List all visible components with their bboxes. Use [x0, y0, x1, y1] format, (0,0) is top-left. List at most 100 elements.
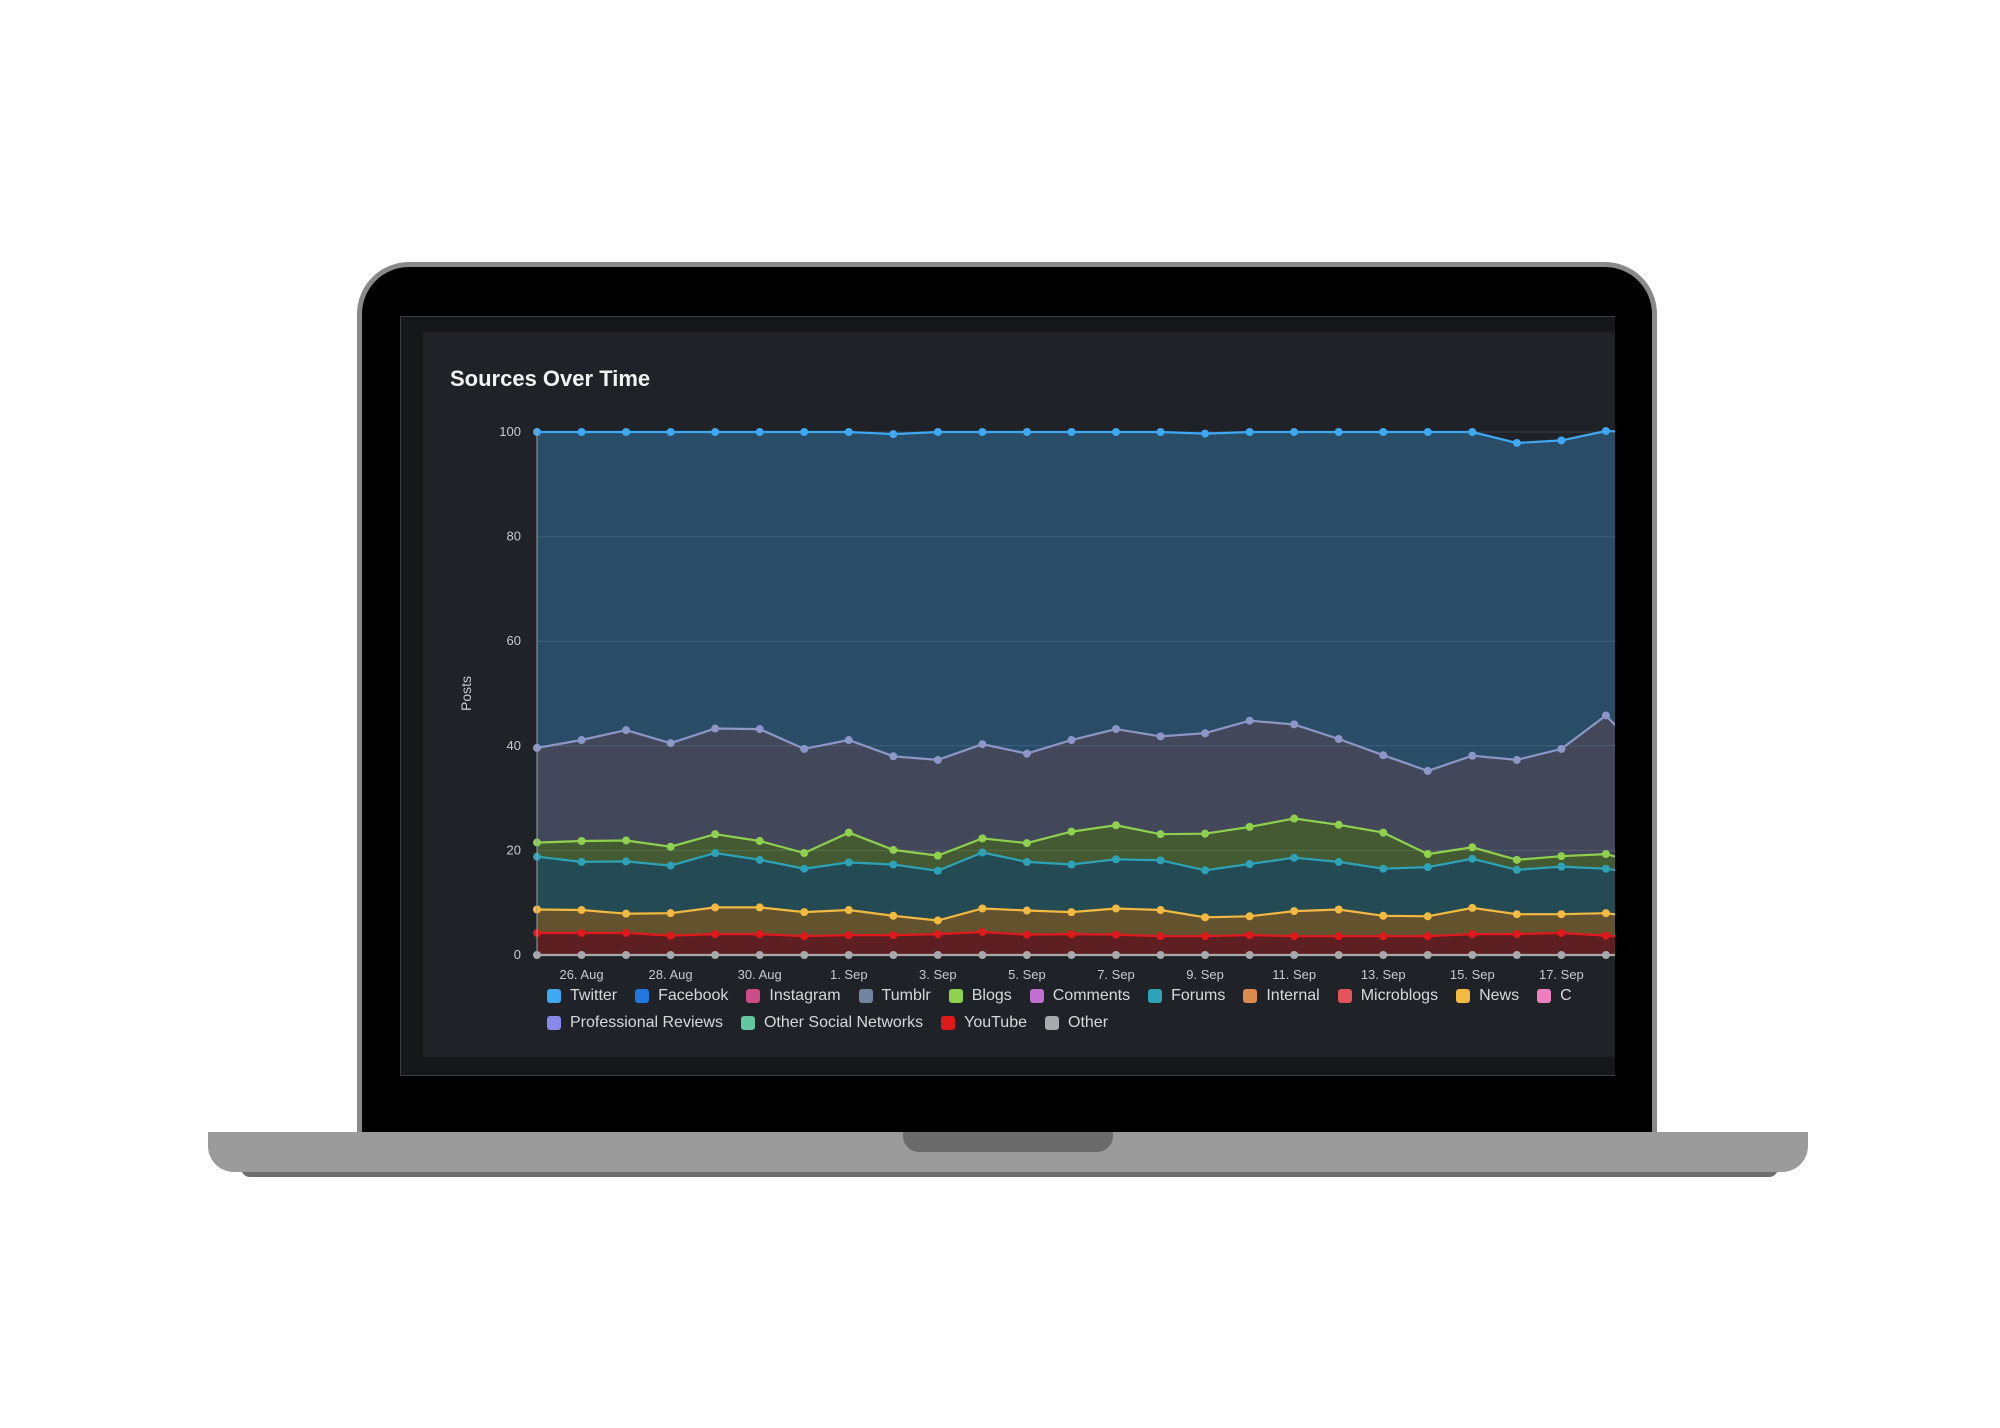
point-youtube	[1468, 930, 1477, 939]
point-forums	[1022, 857, 1031, 866]
point-other	[978, 951, 987, 959]
point-forums	[1423, 863, 1432, 872]
point-other	[933, 951, 942, 959]
legend-item-internal[interactable]: Internal	[1243, 987, 1320, 1005]
point-blogs	[1468, 843, 1477, 852]
point-youtube	[622, 929, 631, 938]
point-news	[1067, 908, 1076, 917]
y-tick-label: 100	[499, 424, 521, 439]
point-other	[1022, 951, 1031, 959]
point-tumblr	[577, 736, 586, 745]
point-forums	[1557, 862, 1566, 871]
point-forums	[978, 848, 987, 857]
point-tumblr	[1067, 736, 1076, 745]
point-forums	[1112, 855, 1120, 864]
legend-item-forums[interactable]: Forums	[1148, 987, 1225, 1005]
legend-item-tumblr[interactable]: Tumblr	[858, 986, 931, 1005]
legend-item-news[interactable]: News	[1456, 987, 1519, 1005]
legend-item-other[interactable]: Other	[1045, 1014, 1108, 1032]
point-youtube	[1334, 932, 1343, 941]
legend-item-facebook[interactable]: Facebook	[635, 987, 728, 1005]
point-twitter	[1156, 428, 1165, 436]
legend-label: Other Social Networks	[763, 1013, 924, 1031]
point-tumblr	[1512, 755, 1521, 764]
point-twitter	[1468, 428, 1477, 436]
x-tick-label: 13. Sep	[1361, 967, 1406, 982]
x-tick-label: 28. Aug	[649, 967, 693, 982]
x-tick-label: 3. Sep	[919, 967, 957, 982]
point-youtube	[978, 927, 987, 936]
point-youtube	[666, 931, 675, 940]
point-news	[1601, 909, 1610, 918]
point-forums	[933, 866, 942, 875]
point-blogs	[1022, 839, 1031, 848]
legend-label: News	[1479, 986, 1520, 1004]
y-tick-label: 80	[507, 529, 521, 544]
point-forums	[844, 858, 853, 867]
point-youtube	[1245, 931, 1254, 940]
point-news	[755, 903, 764, 912]
legend-item-other-social-networks[interactable]: Other Social Networks	[740, 1013, 924, 1032]
point-news	[1468, 903, 1477, 912]
point-tumblr	[978, 740, 987, 749]
point-forums	[1201, 866, 1210, 875]
point-other	[1557, 951, 1566, 959]
point-youtube	[1290, 932, 1299, 941]
legend-label: Tumblr	[881, 986, 931, 1004]
point-tumblr	[666, 739, 675, 748]
legend-label: Twitter	[570, 986, 618, 1004]
chart-legend: Twitter Facebook Instagram Tumblr Blogs Comme…	[547, 982, 1615, 1036]
x-tick-label: 1. Sep	[830, 967, 868, 982]
point-tumblr	[711, 724, 720, 733]
legend-swatch	[858, 988, 873, 1003]
point-other	[1334, 951, 1343, 959]
point-news	[1379, 911, 1388, 920]
legend-swatch	[1045, 1015, 1059, 1030]
point-blogs	[1379, 828, 1388, 837]
point-blogs	[1512, 855, 1521, 864]
legend-item-blogs[interactable]: Blogs	[948, 987, 1012, 1005]
point-youtube	[711, 930, 720, 939]
legend-label: Instagram	[769, 986, 841, 1004]
legend-item-instagram[interactable]: Instagram	[746, 986, 841, 1005]
point-youtube	[1156, 932, 1165, 941]
point-youtube	[1423, 932, 1432, 941]
point-news	[1512, 910, 1521, 919]
legend-item-microblogs[interactable]: Microblogs	[1337, 987, 1438, 1005]
point-other	[1201, 951, 1210, 959]
point-other	[889, 951, 898, 959]
point-tumblr	[844, 736, 853, 745]
point-news	[1201, 913, 1210, 922]
point-blogs	[1245, 822, 1254, 831]
y-tick-label: 40	[507, 738, 521, 753]
legend-label: Professional Reviews	[570, 1013, 723, 1031]
point-tumblr	[1468, 751, 1477, 760]
point-twitter	[1201, 429, 1210, 438]
legend-item-twitter[interactable]: Twitter	[547, 987, 617, 1005]
point-news	[1290, 907, 1299, 916]
legend-item-c[interactable]: C	[1537, 987, 1572, 1005]
point-news	[577, 906, 586, 915]
point-tumblr	[1379, 751, 1388, 760]
legend-swatch	[547, 988, 561, 1003]
point-twitter	[800, 428, 809, 436]
legend-item-comments[interactable]: Comments	[1029, 987, 1130, 1005]
point-other	[1601, 951, 1610, 959]
legend-item-youtube[interactable]: YouTube	[941, 1014, 1027, 1032]
legend-item-professional-reviews[interactable]: Professional Reviews	[547, 1014, 723, 1032]
point-forums	[889, 860, 898, 869]
point-tumblr	[1245, 716, 1254, 725]
point-blogs	[800, 849, 809, 858]
area-twitter	[537, 431, 1615, 771]
point-blogs	[755, 836, 764, 845]
point-forums	[1601, 864, 1610, 873]
point-news	[844, 906, 853, 915]
legend-label: Facebook	[658, 986, 729, 1004]
laptop-screen: Sources Over Time 0 20 40 60 80 100 Posts 26. A…	[400, 316, 1615, 1076]
x-tick-label: 26. Aug	[559, 967, 603, 982]
point-youtube	[933, 930, 942, 939]
point-twitter	[1290, 428, 1299, 436]
x-tick-label: 9. Sep	[1186, 967, 1224, 982]
point-forums	[1379, 864, 1388, 873]
legend-label: Other	[1068, 1013, 1109, 1031]
